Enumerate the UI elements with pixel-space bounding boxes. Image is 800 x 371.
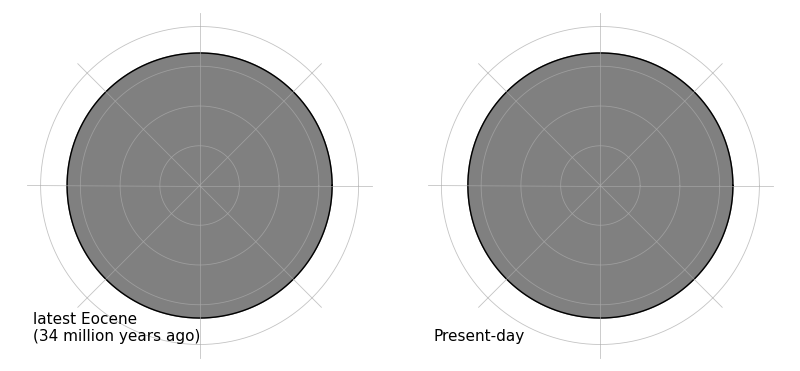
Polygon shape bbox=[468, 53, 733, 318]
Polygon shape bbox=[67, 53, 332, 318]
Text: Present-day: Present-day bbox=[434, 329, 525, 344]
Text: latest Eocene
(34 million years ago): latest Eocene (34 million years ago) bbox=[33, 312, 200, 344]
